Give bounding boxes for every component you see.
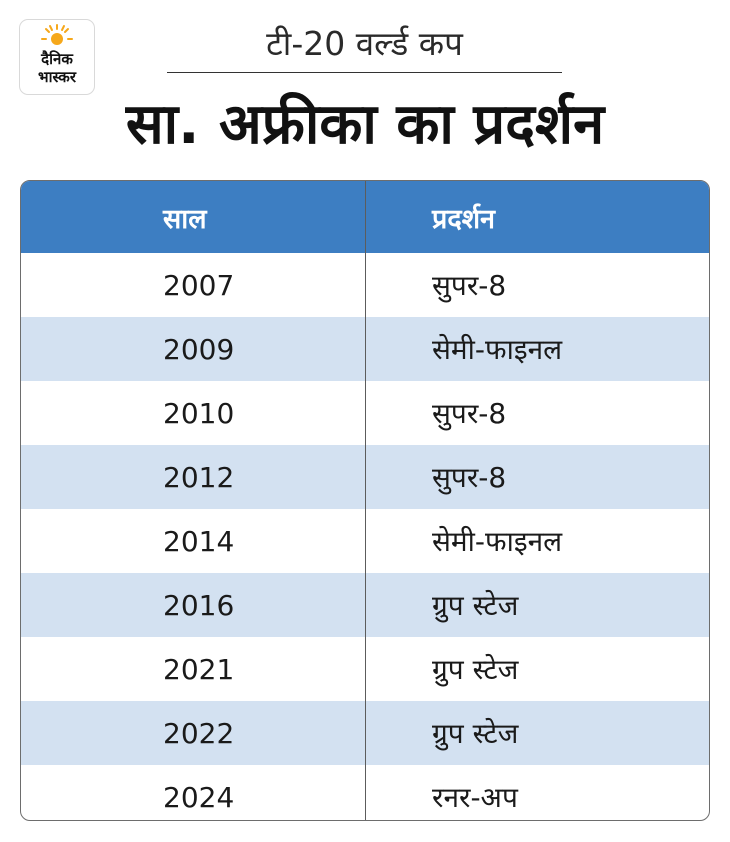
- year-cell: 2016: [21, 573, 366, 637]
- performance-cell: ग्रुप स्टेज: [432, 589, 519, 622]
- year-cell: 2022: [21, 701, 366, 765]
- dainik-bhaskar-logo: दैनिक भास्कर: [19, 19, 95, 95]
- table-row: 2016 ग्रुप स्टेज: [21, 573, 709, 637]
- table-row: 2007 सुपर-8: [21, 253, 709, 317]
- page-title: सा. अफ्रीका का प्रदर्शन: [125, 92, 605, 157]
- table-row: 2021 ग्रुप स्टेज: [21, 637, 709, 701]
- performance-cell: सेमी-फाइनल: [432, 525, 563, 558]
- year-cell: 2024: [21, 765, 366, 820]
- year-cell: 2014: [21, 509, 366, 573]
- year-cell: 2009: [21, 317, 366, 381]
- performance-cell: ग्रुप स्टेज: [432, 717, 519, 750]
- logo-text-line2: भास्कर: [38, 68, 77, 86]
- header-performance: प्रदर्शन: [432, 203, 496, 235]
- year-cell: 2007: [21, 253, 366, 317]
- year-cell: 2021: [21, 637, 366, 701]
- header-year: साल: [21, 181, 366, 253]
- performance-cell: सुपर-8: [432, 461, 507, 494]
- table-row: 2022 ग्रुप स्टेज: [21, 701, 709, 765]
- page-subtitle: टी-20 वर्ल्ड कप: [266, 24, 463, 63]
- performance-cell: सुपर-8: [432, 269, 507, 302]
- performance-cell: रनर-अप: [432, 781, 518, 814]
- sun-icon: [41, 24, 73, 45]
- performance-cell: सेमी-फाइनल: [432, 333, 563, 366]
- year-cell: 2010: [21, 381, 366, 445]
- table-header-row: साल प्रदर्शन: [21, 181, 709, 253]
- table-row: 2024 रनर-अप: [21, 765, 709, 820]
- table-row: 2012 सुपर-8: [21, 445, 709, 509]
- performance-cell: ग्रुप स्टेज: [432, 653, 519, 686]
- subtitle-divider: [167, 72, 562, 73]
- performance-cell: सुपर-8: [432, 397, 507, 430]
- performance-table: साल प्रदर्शन 2007 सुपर-8 2009 सेमी-फाइनल…: [20, 180, 710, 821]
- table-row: 2010 सुपर-8: [21, 381, 709, 445]
- table-row: 2009 सेमी-फाइनल: [21, 317, 709, 381]
- year-cell: 2012: [21, 445, 366, 509]
- table-row: 2014 सेमी-फाइनल: [21, 509, 709, 573]
- logo-text-line1: दैनिक: [40, 50, 74, 68]
